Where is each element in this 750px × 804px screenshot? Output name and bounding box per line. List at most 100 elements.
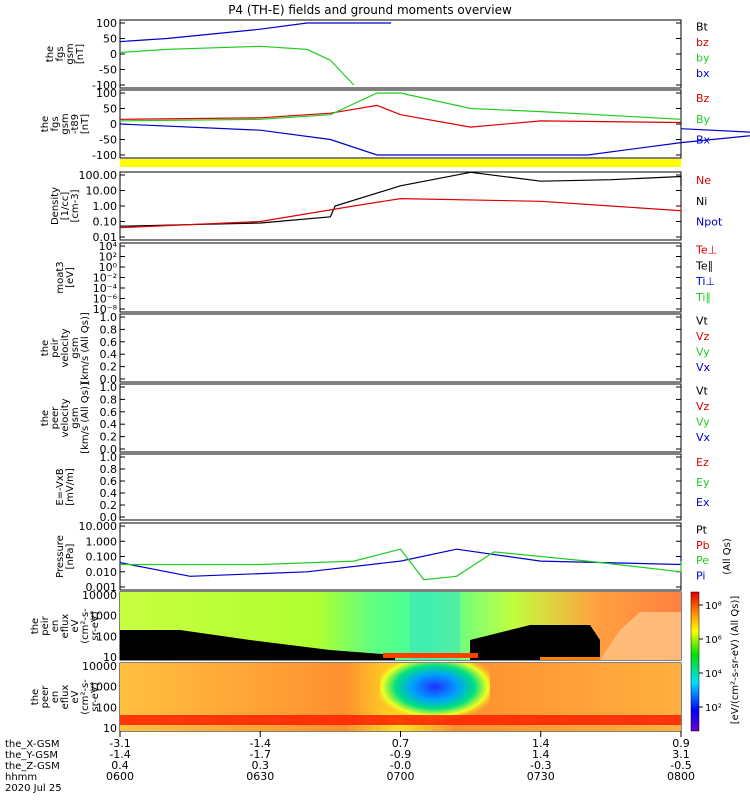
y-axis-label: [km/s (All Qs)] (80, 312, 91, 384)
x-tick-y: -1.4 (109, 748, 130, 761)
y-axis-label: (cm²-s- (80, 608, 91, 644)
panel-7: 1.00.80.60.40.20.0 E=-VxB [mV/m] Ez Ey Ex (55, 451, 710, 524)
y-tick-label: 100.00 (79, 169, 118, 182)
x-tick-y: -0.9 (390, 748, 411, 761)
y-tick-label: -100 (92, 79, 117, 92)
y-axis-label: the (40, 116, 51, 132)
y-axis-label: (cm²-s- (80, 679, 91, 715)
y-tick-label: 10.00 (86, 185, 118, 198)
x-tick-z: -0.5 (670, 759, 691, 772)
y-tick-label: 0.2 (100, 431, 118, 444)
y-axis-label: gsm (65, 43, 76, 64)
y-tick-label: 0.01 (93, 231, 118, 244)
colorbar-tick: 10⁶ (705, 635, 722, 646)
y-tick-label: 0.4 (100, 348, 118, 361)
x-tick-x: -3.1 (109, 737, 130, 750)
y-tick-label: 10.000 (79, 520, 118, 533)
x-tick-x: 0.9 (672, 737, 690, 750)
y-tick-label: 1.00 (93, 200, 118, 213)
legend-Pt: Pt (696, 524, 708, 537)
panel-3: 100.00 10.00 1.00 0.10 0.01 Density [1/cc] [cm-… (50, 169, 723, 244)
y-axis-label: peer (50, 406, 61, 430)
y-axis-label: -t89 (70, 114, 81, 134)
y-axis-label: the (45, 46, 56, 62)
series-Pe (120, 548, 682, 581)
y-tick-label: 1000 (89, 610, 117, 623)
y-axis-label: eflux (60, 685, 71, 710)
y-tick-label: 0.8 (100, 463, 118, 476)
legend-By: By (696, 113, 711, 126)
legend-Bz: Bz (696, 92, 710, 105)
y-axis-label: [cm-3] (70, 189, 81, 222)
y-tick-label: 1.0 (100, 381, 118, 394)
y-tick-label: -50 (99, 134, 117, 147)
legend-Vx: Vx (696, 361, 711, 374)
y-axis-label: en (50, 620, 61, 633)
legend-Vt: Vt (696, 385, 709, 398)
y-axis-label: [nT] (75, 44, 86, 64)
legend-Ex: Ex (696, 496, 710, 509)
y-tick-label: 0.2 (100, 499, 118, 512)
y-axis-label: [nT] (80, 114, 91, 134)
x-tick-y: -1.7 (250, 748, 271, 761)
y-tick-label: 1000 (89, 681, 117, 694)
x-tick-t: 0630 (246, 770, 274, 783)
legend-Npot: Npot (696, 216, 723, 229)
legend-Te⊥: Te⊥ (695, 244, 717, 257)
series-Bz (119, 104, 682, 128)
y-axis-label: Density (50, 187, 61, 225)
series-Ne (119, 197, 682, 229)
y-axis-label: Pressure (55, 535, 66, 578)
y-axis-label: [eV] (65, 267, 76, 288)
y-tick-label: 10⁻⁸ (93, 303, 118, 316)
legend-Vz: Vz (696, 330, 710, 343)
colorbar (690, 591, 700, 732)
legend-Ni: Ni (696, 195, 707, 208)
pressure-side-label: (All Qs) (722, 538, 733, 575)
colorbar-tick: 10⁴ (705, 669, 722, 680)
panel-6: 1.00.80.60.40.20.0 the peer velocity gsm [km/… (40, 381, 711, 456)
x-tick-y: 1.4 (532, 748, 550, 761)
y-axis-label: the (40, 340, 51, 356)
x-tick-x: 1.4 (532, 737, 550, 750)
y-tick-label: 10⁴ (99, 240, 118, 253)
y-tick-label: 0.0 (100, 373, 118, 386)
y-axis-label: [km/s (All Qs)] (80, 382, 91, 454)
legend-Vz: Vz (696, 400, 710, 413)
plot-title: P4 (TH-E) fields and ground moments over… (228, 3, 512, 17)
y-tick-label: -50 (99, 64, 117, 77)
y-axis-label: sr-eV) (90, 682, 101, 711)
y-axis-label: velocity (60, 398, 71, 437)
y-tick-label: 100 (96, 17, 117, 30)
y-tick-label: 100 (96, 630, 117, 643)
y-axis-label: gsm (70, 337, 81, 358)
x-tick-t: 0800 (667, 770, 695, 783)
legend-Te∥: Te∥ (695, 259, 713, 272)
y-tick-label: 0.0 (100, 511, 118, 524)
y-tick-label: 0.010 (86, 566, 118, 579)
legend-Ey: Ey (696, 476, 710, 489)
x-tick-z: 0.3 (252, 759, 270, 772)
y-tick-label: 1.0 (100, 451, 118, 464)
electron-spectrogram (120, 663, 681, 731)
y-tick-label: 0.6 (100, 406, 118, 419)
y-axis-label: moat3 (55, 261, 66, 293)
x-tick-t: 0700 (387, 770, 415, 783)
x-tick-y: 3.1 (672, 748, 690, 761)
y-tick-label: 10 (103, 651, 117, 664)
y-axis-label: fgs (55, 46, 66, 61)
y-tick-label: 10⁻² (93, 272, 117, 285)
ion-spectrogram (120, 592, 681, 660)
y-tick-label: 0 (110, 48, 117, 61)
legend-Bt: Bt (696, 21, 709, 34)
y-tick-label: 100 (96, 87, 117, 100)
legend-Pb: Pb (696, 539, 710, 552)
series-bx (119, 22, 392, 43)
y-axis-label: fgs (50, 116, 61, 131)
legend-Pi: Pi (696, 569, 705, 582)
legend-Ez: Ez (696, 456, 709, 469)
series-by (119, 45, 355, 86)
panel-8: 10.000 1.000 0.100 0.010 0.001 Pressure [nPa] P… (55, 520, 733, 594)
